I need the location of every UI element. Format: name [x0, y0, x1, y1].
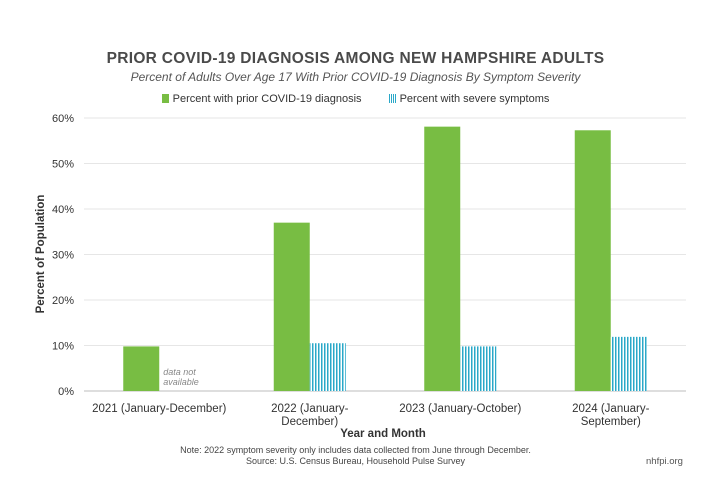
legend-swatch-blue — [388, 94, 396, 103]
legend: Percent with prior COVID-19 diagnosis Pe… — [0, 93, 711, 105]
x-tick-label: 2021 (January-December) — [92, 403, 226, 415]
legend-swatch-green — [161, 94, 169, 103]
y-tick-label: 20% — [52, 295, 74, 307]
x-tick-label: 2023 (January-October) — [399, 403, 521, 415]
y-tick-label: 0% — [58, 386, 74, 398]
legend-item-diagnosis: Percent with prior COVID-19 diagnosis — [161, 93, 362, 105]
x-tick-label: 2024 (January- — [572, 403, 650, 415]
data-not-available-note: data not — [163, 367, 196, 377]
bar-prior-diagnosis — [123, 346, 160, 391]
bar-severe-symptoms — [309, 343, 346, 391]
x-tick-label: September) — [581, 416, 641, 428]
bar-severe-symptoms — [610, 336, 647, 391]
chart-subtitle: Percent of Adults Over Age 17 With Prior… — [130, 70, 581, 84]
x-tick-label: December) — [281, 416, 338, 428]
legend-label-severe: Percent with severe symptoms — [399, 93, 550, 105]
legend-label-diagnosis: Percent with prior COVID-19 diagnosis — [172, 93, 362, 105]
y-tick-label: 40% — [52, 204, 74, 216]
note-text: Note: 2022 symptom severity only include… — [180, 445, 531, 455]
y-tick-label: 10% — [52, 341, 74, 353]
legend-item-severe: Percent with severe symptoms — [388, 93, 550, 105]
y-tick-label: 60% — [52, 113, 74, 125]
y-tick-label: 30% — [52, 250, 74, 262]
footnote: Note: 2022 symptom severity only include… — [0, 445, 711, 467]
x-axis-label: Year and Month — [340, 428, 426, 440]
x-tick-label: 2022 (January- — [271, 403, 349, 415]
bar-severe-symptoms — [460, 346, 497, 391]
y-axis-label: Percent of Population — [35, 195, 47, 314]
bar-prior-diagnosis — [424, 126, 461, 392]
data-not-available-note: available — [163, 377, 199, 387]
bar-prior-diagnosis — [273, 222, 310, 391]
chart-title: PRIOR COVID-19 DIAGNOSIS AMONG NEW HAMPS… — [106, 50, 605, 67]
y-tick-label: 50% — [52, 159, 74, 171]
site-credit: nhfpi.org — [646, 456, 683, 467]
bar-prior-diagnosis — [574, 130, 611, 391]
source-text: Source: U.S. Census Bureau, Household Pu… — [245, 456, 466, 466]
